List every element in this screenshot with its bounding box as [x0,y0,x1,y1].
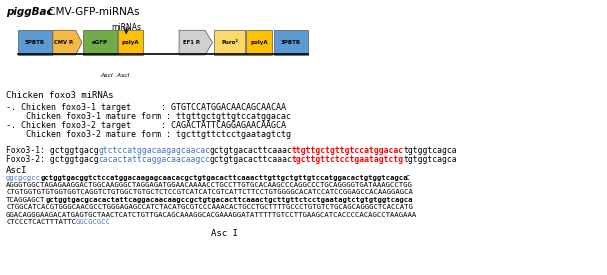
Text: Chicken foxo3-1 mature form : ttgttgctgttgtccatggacac: Chicken foxo3-1 mature form : ttgttgctgt… [6,112,291,121]
Text: CTGGCATCACGTGGGCAACGCCTGGGAGAGCCATCTACATGCGTCCCAAACACTGCCTGCTTTTGCCCTGTGTCTGCAGC: CTGGCATCACGTGGGCAACGCCTGGGAGAGCCATCTACAT… [6,204,413,210]
Text: miRNAs: miRNAs [111,23,141,32]
Text: eGFP: eGFP [92,40,108,45]
Text: Chicken foxo3-2 mature form : tgcttgttctcctgaatagtctg: Chicken foxo3-2 mature form : tgcttgttct… [6,130,291,139]
Text: 5PBTR: 5PBTR [25,40,45,45]
Polygon shape [179,30,212,55]
Text: ttgttgctgttgtccatggacac: ttgttgctgttgtccatggacac [292,146,404,155]
Text: gtctccatggacaagagcaacac: gtctccatggacaagagcaacac [98,146,210,155]
Text: tgtggtcagca: tgtggtcagca [403,146,456,155]
Text: -. Chicken foxo3-1 target      : GTGTCCATGGACAACAGCAACAA: -. Chicken foxo3-1 target : GTGTCCATGGAC… [6,103,286,112]
Text: tgcttgttctcctgaatagtctg: tgcttgttctcctgaatagtctg [292,155,404,164]
Text: -. Chicken foxo3-2 target      : CAGACTATTCAGGAGAACAAGCA: -. Chicken foxo3-2 target : CAGACTATTCAG… [6,121,286,130]
Text: Asc I: Asc I [211,229,238,238]
Text: gctggtgacgcacactattcaggacaacaagccgctgtgacacttcaaactgcttgttctcctgaatagtctgtgtggtc: gctggtgacgcacactattcaggacaacaagccgctgtga… [45,197,413,203]
FancyBboxPatch shape [214,30,245,55]
Text: piggBac: piggBac [6,7,53,17]
FancyBboxPatch shape [118,30,143,55]
Text: tgtggtcagca: tgtggtcagca [403,155,456,164]
FancyBboxPatch shape [246,30,272,55]
Text: 3PBTR: 3PBTR [281,40,301,45]
Text: polyA: polyA [250,40,268,45]
Text: EF1 P.: EF1 P. [183,40,201,45]
Text: Foxo3-2: gctggtgacg: Foxo3-2: gctggtgacg [6,155,99,164]
Text: CMV-GFP-miRNAs: CMV-GFP-miRNAs [45,7,139,17]
FancyBboxPatch shape [83,30,117,55]
FancyBboxPatch shape [18,30,52,55]
Text: CTCCCTCACTTTATTC: CTCCCTCACTTTATTC [6,219,76,225]
Polygon shape [53,30,82,55]
Text: GGACAGGGAAGACATGAGTGCTAACTCATCTGTTGACAGCAAAGGCACGAAAGGATATTTTTGTCCTTGAAGCATCACCC: GGACAGGGAAGACATGAGTGCTAACTCATCTGTTGACAGC… [6,212,418,218]
Text: AscI  AscI: AscI AscI [101,73,130,78]
Text: AscI: AscI [6,166,27,175]
Text: CMV P.: CMV P. [54,40,74,45]
Text: Foxo3-1: gctggtgacg: Foxo3-1: gctggtgacg [6,146,99,155]
Text: TCAGGAGCT: TCAGGAGCT [6,197,46,203]
Text: cacactattcaggacaacaagcc: cacactattcaggacaacaagcc [98,155,210,164]
Text: CTGTGGTGTGTGGTGGTCAGGTCTGTGGCTGTGCTCTCCGTCATCATCGTCATTCTTCCTGTGGGGCACATCCATCCGGA: CTGTGGTGTGTGGTGGTCAGGTCTGTGGCTGTGCTCTCCG… [6,189,413,196]
Text: gctgtgacacttcaaac: gctgtgacacttcaaac [209,155,293,164]
Text: Puro²: Puro² [221,40,238,45]
Text: ggcgcgcc: ggcgcgcc [6,175,41,181]
Text: gctggtgacggtctccatggacaagagcaacacgctgtgacacttcaaacttgttgctgttgtccatggacactgtggtc: gctggtgacggtctccatggacaagagcaacacgctgtga… [41,175,409,181]
FancyBboxPatch shape [274,30,308,55]
Text: gctgtgacacttcaaac: gctgtgacacttcaaac [209,146,293,155]
Text: Chicken foxo3 miRNAs: Chicken foxo3 miRNAs [6,91,114,100]
Text: C: C [405,175,410,181]
Text: polyA: polyA [121,40,140,45]
Text: GGCGCGCC: GGCGCGCC [75,219,110,225]
Text: AGGGTGGCTAGAGAAGGACTGGCAAGGGCTAGGAGATGGAACAAAACCTGCCTTGTGCACAAGCCCAGGCCCTGCAGGGG: AGGGTGGCTAGAGAAGGACTGGCAAGGGCTAGGAGATGGA… [6,182,413,188]
